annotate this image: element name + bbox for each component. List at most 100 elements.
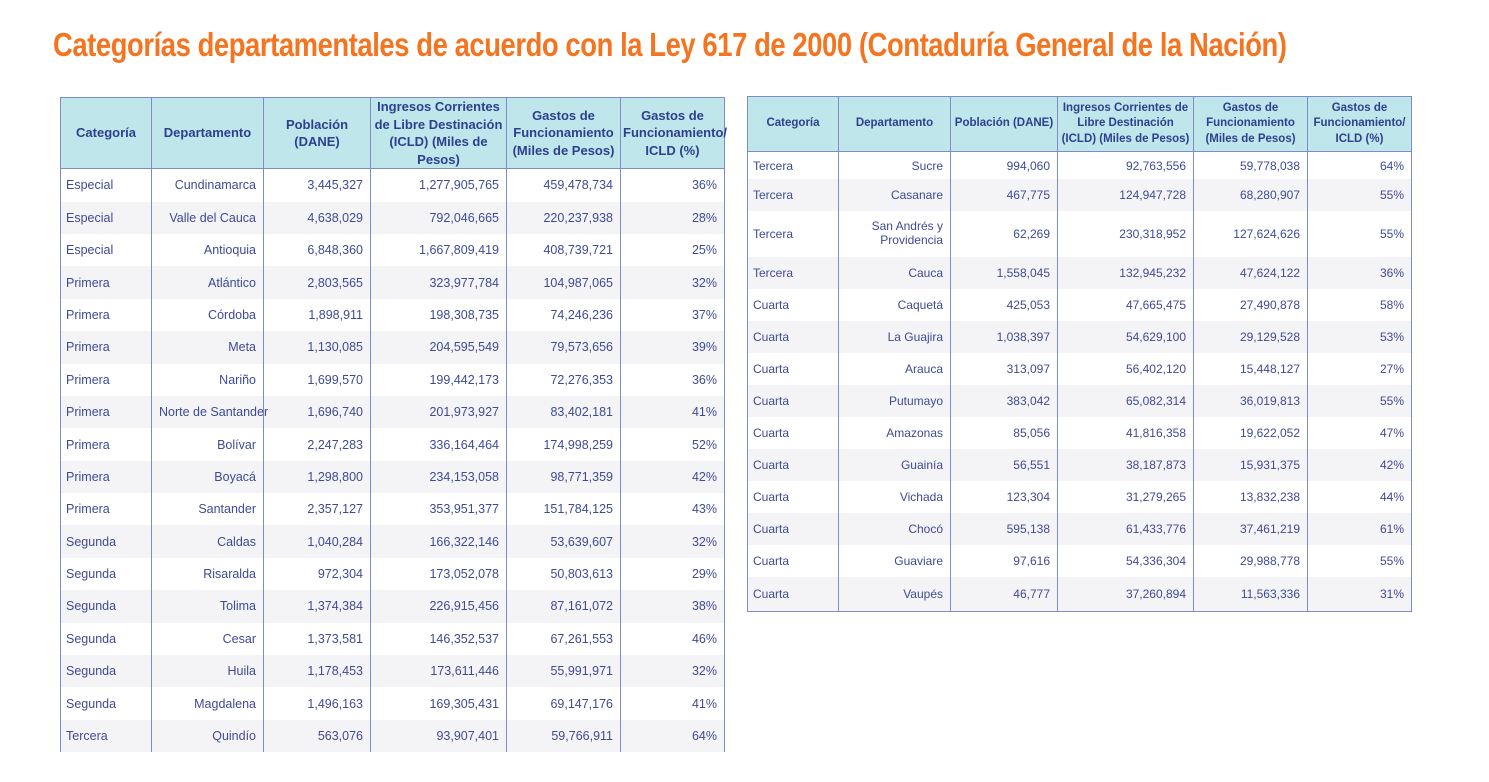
- cell-icld: 198,308,735: [370, 298, 507, 332]
- cell-departamento: Bolívar: [151, 428, 264, 461]
- cell-ratio: 53%: [1307, 321, 1412, 353]
- table-row: Primera Córdoba 1,898,911 198,308,735 74,246…: [60, 298, 725, 332]
- cell-ratio: 39%: [620, 331, 725, 364]
- dept-line-1: San Andrés y: [871, 219, 943, 234]
- cell-departamento: Quindío: [151, 719, 264, 753]
- cell-departamento: Vaupés: [838, 577, 951, 612]
- cell-ratio: 47%: [1307, 417, 1412, 449]
- table-row: Cuarta Arauca 313,097 56,402,120 15,448,127 2…: [747, 353, 1412, 385]
- table-row: Segunda Risaralda 972,304 173,052,078 50,803…: [60, 557, 725, 591]
- cell-ratio: 52%: [620, 428, 725, 461]
- cell-departamento: Cesar: [151, 622, 264, 656]
- cell-icld: 173,052,078: [370, 557, 507, 591]
- cell-gastos: 87,161,072: [506, 590, 621, 623]
- cell-poblacion: 56,551: [950, 449, 1058, 481]
- cell-icld: 234,153,058: [370, 460, 507, 494]
- cell-categoria: Tercera: [747, 257, 839, 289]
- cell-gastos: 29,988,778: [1193, 545, 1308, 577]
- table-row: Tercera Sucre 994,060 92,763,556 59,778,038 6…: [747, 151, 1412, 179]
- cell-icld: 124,947,728: [1057, 179, 1194, 211]
- cell-departamento: Guainía: [838, 449, 951, 481]
- cell-poblacion: 46,777: [950, 577, 1058, 612]
- header-ratio: Gastos de Funcionamiento/ ICLD (%): [1307, 96, 1412, 152]
- header-departamento: Departamento: [151, 96, 264, 170]
- cell-icld: 93,907,401: [370, 719, 507, 753]
- cell-poblacion: 6,848,360: [263, 233, 371, 267]
- cell-ratio: 36%: [620, 363, 725, 396]
- cell-ratio: 55%: [1307, 179, 1412, 211]
- cell-ratio: 41%: [620, 395, 725, 429]
- cell-ratio: 36%: [1307, 257, 1412, 289]
- cell-icld: 41,816,358: [1057, 417, 1194, 449]
- cell-poblacion: 1,558,045: [950, 257, 1058, 289]
- cell-categoria: Especial: [60, 168, 152, 202]
- cell-ratio: 42%: [1307, 449, 1412, 481]
- cell-poblacion: 1,298,800: [263, 460, 371, 494]
- cell-gastos: 127,624,626: [1193, 211, 1308, 257]
- cell-icld: 204,595,549: [370, 331, 507, 364]
- table-header-row: Categoría Departamento Población (DANE) …: [747, 96, 1412, 152]
- cell-ratio: 46%: [620, 622, 725, 656]
- cell-gastos: 29,129,528: [1193, 321, 1308, 353]
- cell-departamento: Putumayo: [838, 385, 951, 417]
- cell-icld: 169,305,431: [370, 687, 507, 720]
- cell-poblacion: 2,803,565: [263, 266, 371, 299]
- cell-poblacion: 383,042: [950, 385, 1058, 417]
- cell-poblacion: 2,247,283: [263, 428, 371, 461]
- dept-line-2: Providencia: [880, 233, 943, 247]
- cell-gastos: 98,771,359: [506, 460, 621, 494]
- cell-icld: 1,277,905,765: [370, 168, 507, 202]
- cell-icld: 132,945,232: [1057, 257, 1194, 289]
- cell-gastos: 220,237,938: [506, 201, 621, 234]
- cell-poblacion: 3,445,327: [263, 168, 371, 202]
- cell-gastos: 19,622,052: [1193, 417, 1308, 449]
- header-ratio: Gastos de Funcionamiento/ ICLD (%): [620, 96, 727, 170]
- cell-poblacion: 467,775: [950, 179, 1058, 211]
- cell-departamento: Antioquia: [151, 233, 264, 267]
- cell-departamento: La Guajira: [838, 321, 951, 353]
- table-row: Tercera Cauca 1,558,045 132,945,232 47,624,1…: [747, 257, 1412, 289]
- cell-gastos: 13,832,238: [1193, 481, 1308, 513]
- cell-departamento: Caquetá: [838, 289, 951, 321]
- cell-categoria: Segunda: [60, 687, 152, 720]
- cell-categoria: Primera: [60, 363, 152, 396]
- cell-poblacion: 972,304: [263, 557, 371, 591]
- cell-icld: 54,336,304: [1057, 545, 1194, 577]
- cell-categoria: Primera: [60, 428, 152, 461]
- cell-gastos: 67,261,553: [506, 622, 621, 656]
- cell-icld: 792,046,665: [370, 201, 507, 234]
- cell-ratio: 64%: [620, 719, 725, 753]
- cell-gastos: 74,246,236: [506, 298, 621, 332]
- table-row: Cuarta Putumayo 383,042 65,082,314 36,019,81…: [747, 385, 1412, 417]
- table-row: Primera Norte de Santander 1,696,740 201,97…: [60, 395, 725, 429]
- cell-ratio: 44%: [1307, 481, 1412, 513]
- cell-icld: 47,665,475: [1057, 289, 1194, 321]
- cell-poblacion: 1,040,284: [263, 525, 371, 558]
- dept-multiline: San Andrés y Providencia: [871, 219, 943, 248]
- cell-gastos: 37,461,219: [1193, 513, 1308, 545]
- cell-categoria: Segunda: [60, 525, 152, 558]
- table-row: Primera Atlántico 2,803,565 323,977,784 104,…: [60, 266, 725, 299]
- cell-ratio: 61%: [1307, 513, 1412, 545]
- cell-poblacion: 85,056: [950, 417, 1058, 449]
- cell-gastos: 83,402,181: [506, 395, 621, 429]
- categories-table-left: Categoría Departamento Población (DANE) …: [60, 96, 727, 753]
- table-row: Cuarta Caquetá 425,053 47,665,475 27,490,878…: [747, 289, 1412, 321]
- header-icld: Ingresos Corrientes de Libre Destinación…: [1057, 96, 1194, 152]
- cell-departamento: Sucre: [838, 151, 951, 179]
- table-header-row: Categoría Departamento Población (DANE) …: [60, 96, 727, 170]
- cell-categoria: Cuarta: [747, 513, 839, 545]
- cell-ratio: 36%: [620, 168, 725, 202]
- table-row: Especial Valle del Cauca 4,638,029 792,046,…: [60, 201, 725, 234]
- cell-categoria: Segunda: [60, 590, 152, 623]
- cell-poblacion: 1,699,570: [263, 363, 371, 396]
- cell-ratio: 37%: [620, 298, 725, 332]
- cell-categoria: Tercera: [60, 719, 152, 753]
- cell-departamento: Norte de Santander: [151, 395, 268, 429]
- cell-departamento: Chocó: [838, 513, 951, 545]
- cell-categoria: Cuarta: [747, 353, 839, 385]
- table-row: Cuarta Guainía 56,551 38,187,873 15,931,375 4…: [747, 449, 1412, 481]
- cell-ratio: 55%: [1307, 545, 1412, 577]
- cell-ratio: 32%: [620, 655, 725, 688]
- header-poblacion: Población (DANE): [263, 96, 371, 170]
